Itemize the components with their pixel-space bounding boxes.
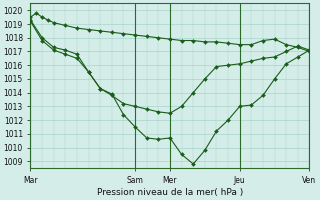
X-axis label: Pression niveau de la mer( hPa ): Pression niveau de la mer( hPa )	[97, 188, 243, 197]
